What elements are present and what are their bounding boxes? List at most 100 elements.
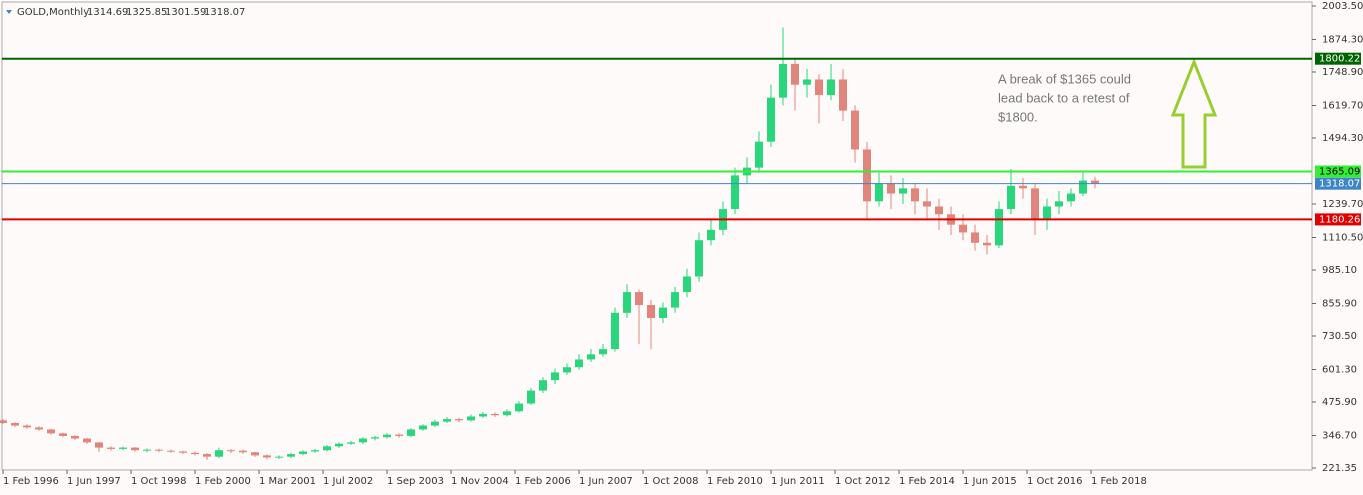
candle-body <box>95 442 103 448</box>
y-tick-label: 855.90 <box>1322 298 1357 309</box>
candle-body <box>1019 185 1027 189</box>
candle-body <box>479 413 487 417</box>
candle-body <box>275 456 283 458</box>
candle-body <box>659 307 667 318</box>
y-tick-label: 985.10 <box>1322 265 1357 276</box>
candle-body <box>407 429 415 436</box>
y-tick-label: 1874.30 <box>1322 34 1363 45</box>
annotation: lead back to a retest of <box>998 90 1130 105</box>
candle-body <box>287 454 295 457</box>
candle-body <box>215 450 223 457</box>
candle-body <box>191 452 199 455</box>
candle-body <box>611 312 619 350</box>
x-tick-label: 1 Nov 2004 <box>451 476 509 487</box>
candle-body <box>647 305 655 318</box>
price-label: 1318.07 <box>1319 179 1360 190</box>
candle-body <box>863 149 871 202</box>
price-label-bg <box>1315 52 1361 65</box>
candle-body <box>1091 180 1099 184</box>
x-tick-label: 1 Feb 2000 <box>195 476 251 487</box>
annotation: $1800. <box>998 109 1038 124</box>
candle-body <box>935 206 943 215</box>
y-tick-label: 1619.70 <box>1322 100 1363 111</box>
candle-body <box>539 380 547 391</box>
candle-body <box>815 79 823 96</box>
candle-body <box>0 420 7 423</box>
y-tick-label: 475.90 <box>1322 397 1357 408</box>
candle-body <box>299 451 307 455</box>
candle-body <box>995 209 1003 246</box>
header-value: 1318.07 <box>204 7 245 18</box>
candle-body <box>1043 206 1051 220</box>
candle-body <box>683 276 691 293</box>
x-tick-label: 1 Feb 2018 <box>1091 476 1147 487</box>
x-tick-label: 1 Jun 2011 <box>771 476 825 487</box>
x-tick-label: 1 Feb 2006 <box>515 476 571 487</box>
candle-body <box>551 372 559 381</box>
candle-body <box>431 421 439 426</box>
x-tick-label: 1 Mar 2001 <box>259 476 316 487</box>
candle-body <box>11 422 19 426</box>
y-tick-label: 346.70 <box>1322 430 1357 441</box>
plot-frame <box>1 1 1313 471</box>
x-tick-label: 1 Jul 2002 <box>323 476 373 487</box>
y-tick-label: 601.30 <box>1322 364 1357 375</box>
candle-body <box>107 447 115 449</box>
candle-body <box>1031 188 1039 220</box>
candle-body <box>839 79 847 111</box>
candle-body <box>467 416 475 421</box>
candle-body <box>239 450 247 453</box>
candle-body <box>959 224 967 233</box>
candle-body <box>383 434 391 438</box>
chart-title: GOLD,Monthly <box>17 7 89 18</box>
price-label: 1180.26 <box>1319 214 1360 225</box>
price-label-bg <box>1315 165 1361 178</box>
candle-body <box>1079 180 1087 194</box>
x-tick-label: 1 Feb 1996 <box>3 476 59 487</box>
candle-body <box>251 452 259 456</box>
y-tick-label: 730.50 <box>1322 331 1357 342</box>
header-value: 1314.69 <box>87 7 128 18</box>
candle-body <box>155 449 163 451</box>
x-tick-label: 1 Oct 1998 <box>131 476 186 487</box>
x-tick-label: 1 Feb 2010 <box>707 476 763 487</box>
candle-body <box>575 359 583 368</box>
header-value: 1325.85 <box>126 7 167 18</box>
candle-body <box>851 110 859 150</box>
price-label-bg <box>1315 213 1361 226</box>
candle-body <box>23 425 31 428</box>
candle-body <box>971 232 979 243</box>
y-tick-label: 221.35 <box>1322 463 1357 474</box>
x-tick-label: 1 Sep 2003 <box>387 476 444 487</box>
candle-body <box>371 437 379 439</box>
candle-body <box>395 434 403 436</box>
x-tick-label: 1 Feb 2014 <box>899 476 955 487</box>
candle-body <box>491 413 499 416</box>
candle-body <box>347 442 355 444</box>
candle-body <box>899 188 907 194</box>
x-tick-label: 1 Jun 1997 <box>67 476 121 487</box>
candle-body <box>35 427 43 430</box>
x-tick-label: 1 Jun 2015 <box>963 476 1017 487</box>
x-tick-label: 1 Jun 2007 <box>579 476 633 487</box>
header-value: 1301.59 <box>165 7 206 18</box>
candle-body <box>827 79 835 96</box>
annotation: A break of $1365 could <box>998 71 1131 86</box>
y-tick-label: 2003.50 <box>1322 1 1363 12</box>
candle-body <box>335 443 343 447</box>
candle-body <box>359 438 367 443</box>
candle-body <box>455 419 463 421</box>
candle-body <box>263 455 271 458</box>
candle-body <box>227 450 235 452</box>
x-tick-label: 1 Oct 2016 <box>1027 476 1082 487</box>
candle-body <box>875 183 883 202</box>
candle-body <box>563 367 571 373</box>
candle-body <box>803 79 811 85</box>
candle-body <box>755 141 763 168</box>
candle-body <box>47 429 55 434</box>
up-arrow <box>1170 57 1218 169</box>
candle-body <box>203 454 211 457</box>
candle-body <box>707 229 715 241</box>
candle-body <box>731 175 739 210</box>
